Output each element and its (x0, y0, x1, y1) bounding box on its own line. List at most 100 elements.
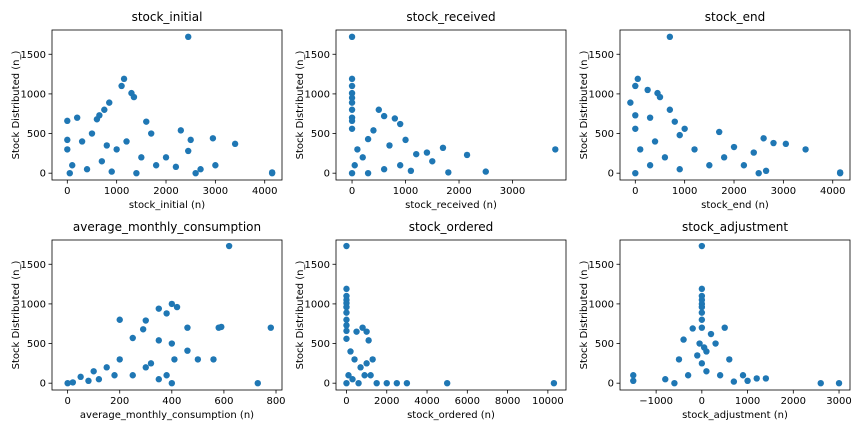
point (163, 310, 170, 317)
point (349, 376, 356, 383)
point (696, 340, 703, 347)
point (231, 140, 239, 148)
point (185, 33, 192, 41)
point (721, 324, 728, 331)
x-tick-label: 2000 (153, 186, 178, 197)
point (343, 309, 350, 316)
y-tick-label: 0 (324, 379, 330, 390)
x-tick-label: 4000 (252, 186, 277, 197)
point (740, 162, 748, 169)
point (184, 324, 191, 331)
x-axis-label: average_monthly_consumption (n) (80, 410, 254, 421)
point (152, 162, 160, 169)
point (361, 372, 368, 379)
point (143, 118, 150, 125)
point (343, 303, 350, 311)
x-tick-label: 2000 (781, 396, 806, 407)
point (120, 75, 128, 83)
x-tick-label: 2000 (446, 186, 471, 197)
point (698, 324, 706, 331)
x-axis-label: stock_end (n) (701, 200, 769, 211)
point (644, 86, 651, 94)
point (698, 309, 706, 316)
point (716, 372, 724, 379)
point (69, 162, 76, 169)
point (726, 356, 733, 363)
point (770, 139, 777, 147)
point (118, 82, 125, 90)
point (210, 356, 217, 363)
point (225, 242, 233, 250)
subplot-title: stock_received (406, 10, 495, 24)
y-tick-label: 1500 (21, 260, 46, 271)
x-tick-label: 3000 (500, 186, 525, 197)
point (133, 169, 140, 177)
point (197, 166, 204, 173)
point (116, 316, 123, 323)
x-tick-label: 2000 (721, 186, 746, 197)
point (129, 372, 136, 379)
point (139, 326, 147, 333)
point (351, 162, 358, 169)
y-axis-label: Stock Distributed (n_) (11, 261, 22, 370)
point (627, 99, 634, 106)
point (698, 316, 706, 323)
point (348, 33, 356, 41)
point (343, 242, 350, 250)
subplot-title: stock_ordered (409, 220, 494, 234)
point (348, 89, 356, 97)
point (168, 340, 176, 347)
point (739, 372, 747, 379)
point (703, 368, 710, 375)
point (343, 327, 350, 335)
point (632, 112, 639, 119)
point (171, 356, 178, 363)
point (373, 379, 380, 387)
point (77, 373, 84, 381)
point (78, 138, 86, 145)
point (482, 168, 489, 175)
point (85, 377, 92, 385)
point (646, 162, 654, 169)
x-tick-label: 3000 (826, 396, 851, 407)
point (835, 379, 843, 387)
point (354, 146, 361, 153)
y-axis-label: Stock Distributed (n_) (11, 51, 22, 160)
x-tick-label: 0 (64, 396, 70, 407)
point (661, 154, 669, 161)
y-tick-label: 500 (311, 129, 330, 140)
point (177, 127, 185, 134)
y-axis-label: Stock Distributed (n_) (579, 261, 590, 370)
point (129, 334, 136, 342)
point (396, 120, 404, 128)
x-tick-label: 400 (162, 396, 181, 407)
point (762, 167, 770, 175)
point (369, 356, 376, 363)
y-tick-label: 1000 (21, 89, 46, 100)
point (552, 146, 559, 153)
point (343, 322, 350, 329)
point (753, 375, 760, 382)
point (66, 169, 73, 177)
x-tick-label: 4000 (820, 186, 845, 197)
point (632, 169, 639, 177)
point (364, 135, 372, 143)
point (108, 168, 115, 175)
x-tick-label: 600 (214, 396, 233, 407)
y-axis-label: Stock Distributed (n_) (295, 261, 306, 370)
point (351, 356, 358, 363)
point (64, 146, 71, 153)
point (700, 344, 708, 351)
point (423, 149, 431, 156)
point (348, 117, 356, 125)
point (716, 128, 723, 136)
point (666, 33, 674, 41)
point (142, 364, 149, 371)
subplot-title: stock_initial (132, 10, 203, 24)
y-tick-label: 500 (27, 129, 46, 140)
point (106, 99, 113, 106)
point (744, 377, 751, 385)
point (364, 169, 372, 177)
point (64, 136, 71, 144)
